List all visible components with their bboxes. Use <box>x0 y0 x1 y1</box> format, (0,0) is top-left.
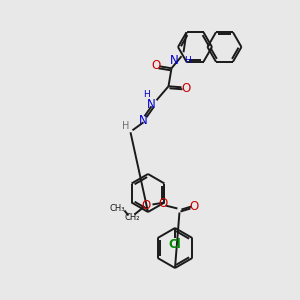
Text: H: H <box>184 56 191 65</box>
Text: O: O <box>151 59 160 72</box>
Text: H: H <box>122 121 129 131</box>
Text: O: O <box>159 197 168 210</box>
Text: N: N <box>170 54 178 67</box>
Text: N: N <box>139 114 148 127</box>
Text: CH₃: CH₃ <box>110 204 125 213</box>
Text: N: N <box>147 98 156 111</box>
Text: O: O <box>190 200 199 213</box>
Text: O: O <box>142 199 151 212</box>
Text: Cl: Cl <box>169 238 182 251</box>
Text: H: H <box>143 90 150 99</box>
Text: CH₂: CH₂ <box>125 213 140 222</box>
Text: O: O <box>181 82 190 95</box>
